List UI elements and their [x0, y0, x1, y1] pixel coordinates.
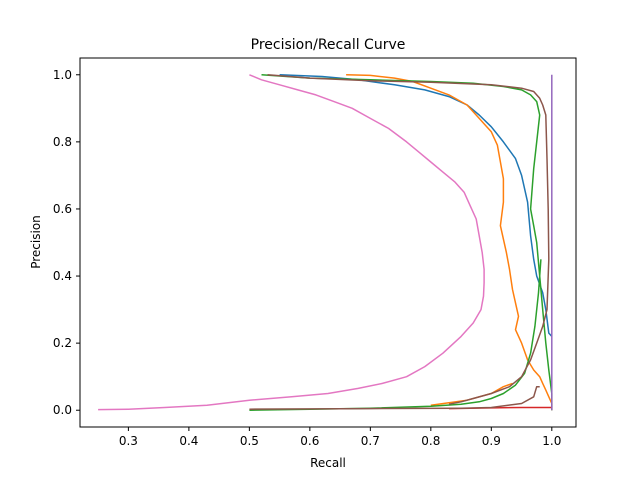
- x-tick-label: 0.3: [119, 434, 138, 448]
- y-tick-label: 0.0: [53, 403, 72, 417]
- x-tick-label: 0.7: [361, 434, 380, 448]
- y-axis-label: Precision: [29, 215, 43, 269]
- x-tick-label: 0.8: [421, 434, 440, 448]
- series-line-7: [267, 74, 550, 405]
- axes-frame: [79, 57, 577, 428]
- chart-title: Precision/Recall Curve: [251, 37, 406, 53]
- plot-area: [98, 74, 553, 411]
- y-axis-ticks: 0.0 0.2 0.4 0.6 0.8 1.0: [53, 68, 80, 417]
- x-tick-label: 0.5: [240, 434, 259, 448]
- y-tick-label: 1.0: [53, 68, 72, 82]
- x-tick-label: 0.6: [300, 434, 319, 448]
- y-tick-label: 0.4: [53, 269, 72, 283]
- y-tick-label: 0.8: [53, 135, 72, 149]
- x-axis-label: Recall: [310, 456, 346, 470]
- y-tick-label: 0.2: [53, 336, 72, 350]
- x-axis-ticks: 0.3 0.4 0.5 0.6 0.7 0.8 0.9 1.0: [119, 427, 561, 448]
- series-line-1: [346, 74, 553, 411]
- x-tick-label: 0.9: [482, 434, 501, 448]
- series-line-8: [249, 385, 540, 410]
- x-tick-label: 1.0: [542, 434, 561, 448]
- series-line-9: [98, 74, 485, 411]
- y-tick-label: 0.6: [53, 202, 72, 216]
- x-tick-label: 0.4: [179, 434, 198, 448]
